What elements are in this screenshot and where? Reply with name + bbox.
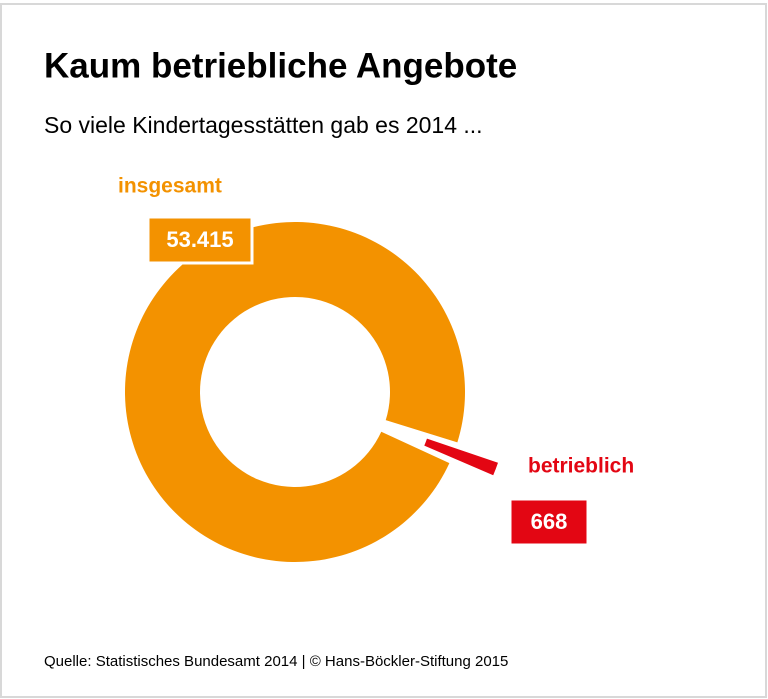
donut-segment (424, 438, 498, 476)
label-box (508, 497, 590, 547)
chart-title: Kaum betriebliche Angebote (44, 46, 517, 85)
donut-segment (125, 221, 466, 562)
value-label: 668 (531, 509, 568, 534)
category-label: betrieblich (528, 455, 634, 478)
label-box (146, 215, 254, 265)
value-label: 53.415 (166, 227, 233, 252)
category-label: insgesamt (118, 175, 222, 198)
source: Quelle: Statistisches Bundesamt 2014 | ©… (44, 653, 508, 670)
chart-subtitle: So viele Kindertagesstätten gab es 2014 … (44, 112, 483, 138)
